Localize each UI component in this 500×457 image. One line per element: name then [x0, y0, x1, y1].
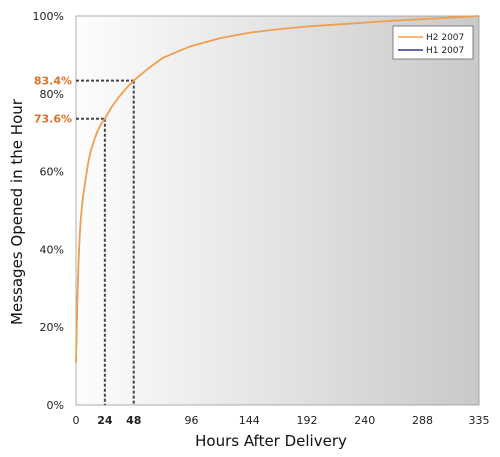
x-tick-label: 0 [73, 414, 80, 427]
x-tick-label: 144 [239, 414, 260, 427]
legend-box [392, 25, 474, 60]
y-tick-label: 60% [40, 166, 64, 179]
guide-lines [76, 79, 135, 405]
y-axis-title: Messages Opened in the Hour [8, 98, 26, 325]
annotations: 73.6% 83.4% [34, 75, 72, 126]
x-axis-title: Hours After Delivery [195, 432, 347, 450]
plot-area [75, 15, 480, 406]
x-tick-label: 288 [412, 414, 433, 427]
x-tick-label: 240 [354, 414, 375, 427]
x-axis-ticks: 0 24 48 96 144 192 240 288 335 [73, 414, 490, 427]
x-tick-label: 48 [126, 414, 141, 427]
annotation-label: 83.4% [34, 75, 72, 88]
x-tick-label: 335 [469, 414, 490, 427]
y-axis-ticks: 0% 20% 40% 60% 80% 100% [33, 10, 64, 412]
y-tick-label: 20% [40, 321, 64, 334]
series-lines [75, 15, 480, 363]
legend: H2 2007 H1 2007 [392, 25, 474, 60]
series-line-h2-2007 [75, 15, 480, 363]
x-tick-label: 24 [97, 414, 113, 427]
y-tick-label: 40% [40, 243, 64, 256]
legend-label-h1-2007: H1 2007 [426, 46, 464, 56]
legend-label-h2-2007: H2 2007 [426, 33, 464, 43]
y-tick-label: 80% [40, 88, 64, 101]
x-tick-label: 192 [296, 414, 317, 427]
annotation-label: 73.6% [34, 113, 72, 126]
y-tick-label: 100% [33, 10, 64, 23]
x-tick-label: 96 [184, 414, 198, 427]
y-tick-label: 0% [47, 399, 64, 412]
